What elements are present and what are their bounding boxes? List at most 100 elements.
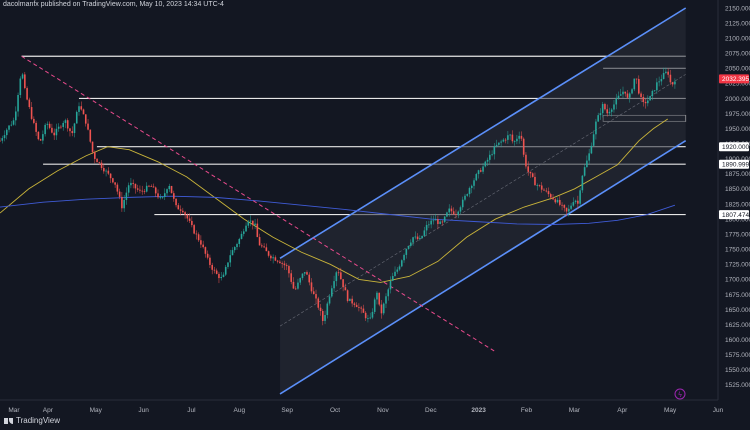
candle-body	[123, 200, 125, 209]
candle-body	[39, 139, 42, 141]
candle-body	[213, 269, 216, 271]
candle-body	[586, 160, 588, 168]
candle-body	[633, 78, 636, 90]
time-tick-label: Oct	[330, 407, 340, 414]
candle-body	[353, 303, 356, 305]
candle-body	[326, 303, 329, 316]
candle-body	[568, 208, 570, 212]
candle-body	[342, 279, 344, 288]
candle-body	[227, 262, 229, 267]
downtrend-line	[21, 55, 496, 353]
candle-body	[91, 141, 94, 153]
candle-body	[423, 230, 426, 236]
candle-body	[656, 82, 658, 91]
candle-body	[340, 272, 342, 280]
candle-body	[265, 247, 268, 252]
candle-body	[333, 281, 335, 289]
candle-body	[577, 200, 579, 204]
candle-body	[583, 167, 586, 176]
candle-body	[109, 173, 112, 179]
candle-body	[270, 255, 272, 259]
candle-body	[224, 266, 227, 275]
candle-body	[549, 194, 552, 198]
candle-body	[448, 208, 450, 213]
candle-body	[21, 74, 24, 79]
level-price-tag-text: 1920.000	[722, 144, 749, 151]
candle-body	[351, 298, 353, 304]
candle-body	[486, 159, 489, 162]
candle-body	[371, 311, 374, 318]
candle-body	[12, 120, 15, 125]
price-tick-label: 2125.000	[725, 20, 750, 27]
candle-body	[529, 171, 532, 174]
candle-body	[121, 196, 123, 209]
candle-body	[522, 138, 525, 155]
candle-body	[94, 152, 96, 159]
candle-body	[55, 128, 58, 136]
candle-body	[376, 292, 378, 300]
candle-body	[24, 74, 26, 89]
candle-body	[5, 129, 8, 136]
candle-body	[281, 263, 283, 264]
candle-body	[331, 288, 333, 297]
candle-body	[475, 174, 478, 181]
candle-body	[437, 219, 439, 224]
price-tick-label: 1600.000	[725, 337, 750, 344]
brand-label: TradingView	[16, 416, 61, 425]
candle-body	[163, 193, 166, 197]
candle-body	[500, 141, 502, 143]
candle-body	[139, 189, 141, 191]
candle-body	[215, 270, 218, 274]
moving-average-line-0	[0, 118, 668, 283]
candle-body	[73, 123, 76, 134]
candle-body	[461, 199, 464, 208]
candle-body	[669, 74, 672, 83]
candle-body	[511, 134, 514, 142]
time-tick-label: 2023	[471, 407, 486, 414]
candle-body	[150, 186, 153, 187]
level-price-tag	[719, 142, 749, 152]
time-tick-label: Apr	[617, 407, 628, 414]
candle-body	[364, 312, 367, 319]
candle-body	[107, 170, 110, 174]
price-tick-label: 1750.000	[725, 247, 750, 254]
downtrend-dashed-line[interactable]	[21, 55, 496, 353]
candle-body	[152, 186, 155, 188]
candle-body	[355, 304, 358, 308]
candle-body	[254, 223, 256, 225]
candle-body	[283, 263, 286, 266]
channel-lower-line[interactable]	[279, 139, 687, 395]
candle-body	[642, 96, 645, 102]
channel-upper-line[interactable]	[279, 7, 687, 259]
candle-body	[617, 95, 620, 99]
candle-body	[547, 191, 550, 195]
candle-body	[378, 292, 381, 305]
candle-body	[69, 128, 71, 132]
candle-body	[53, 132, 55, 136]
candle-body	[479, 170, 482, 172]
candle-body	[398, 266, 401, 270]
candle-body	[434, 219, 437, 221]
candle-body	[26, 88, 28, 100]
candle-body	[112, 178, 114, 183]
price-tick-label: 1625.000	[725, 322, 750, 329]
candle-body	[360, 307, 362, 309]
price-tick-label: 1650.000	[725, 307, 750, 314]
last-price-tag	[719, 74, 749, 84]
channel-fill	[280, 8, 686, 394]
candle-body	[387, 289, 390, 297]
svg-text:ϟ: ϟ	[678, 391, 683, 399]
tradingview-logo[interactable]: TradingView	[4, 416, 60, 425]
candle-body	[624, 91, 627, 94]
candle-body	[173, 193, 175, 199]
price-channel	[279, 7, 687, 395]
candle-body	[136, 188, 139, 190]
candle-body	[595, 121, 597, 135]
candle-body	[170, 185, 173, 194]
candle-body	[489, 154, 491, 160]
lightning-icon[interactable]: ϟ	[674, 388, 686, 400]
channel-midline	[279, 74, 686, 327]
candle-body	[513, 141, 516, 143]
candle-body	[507, 135, 509, 140]
